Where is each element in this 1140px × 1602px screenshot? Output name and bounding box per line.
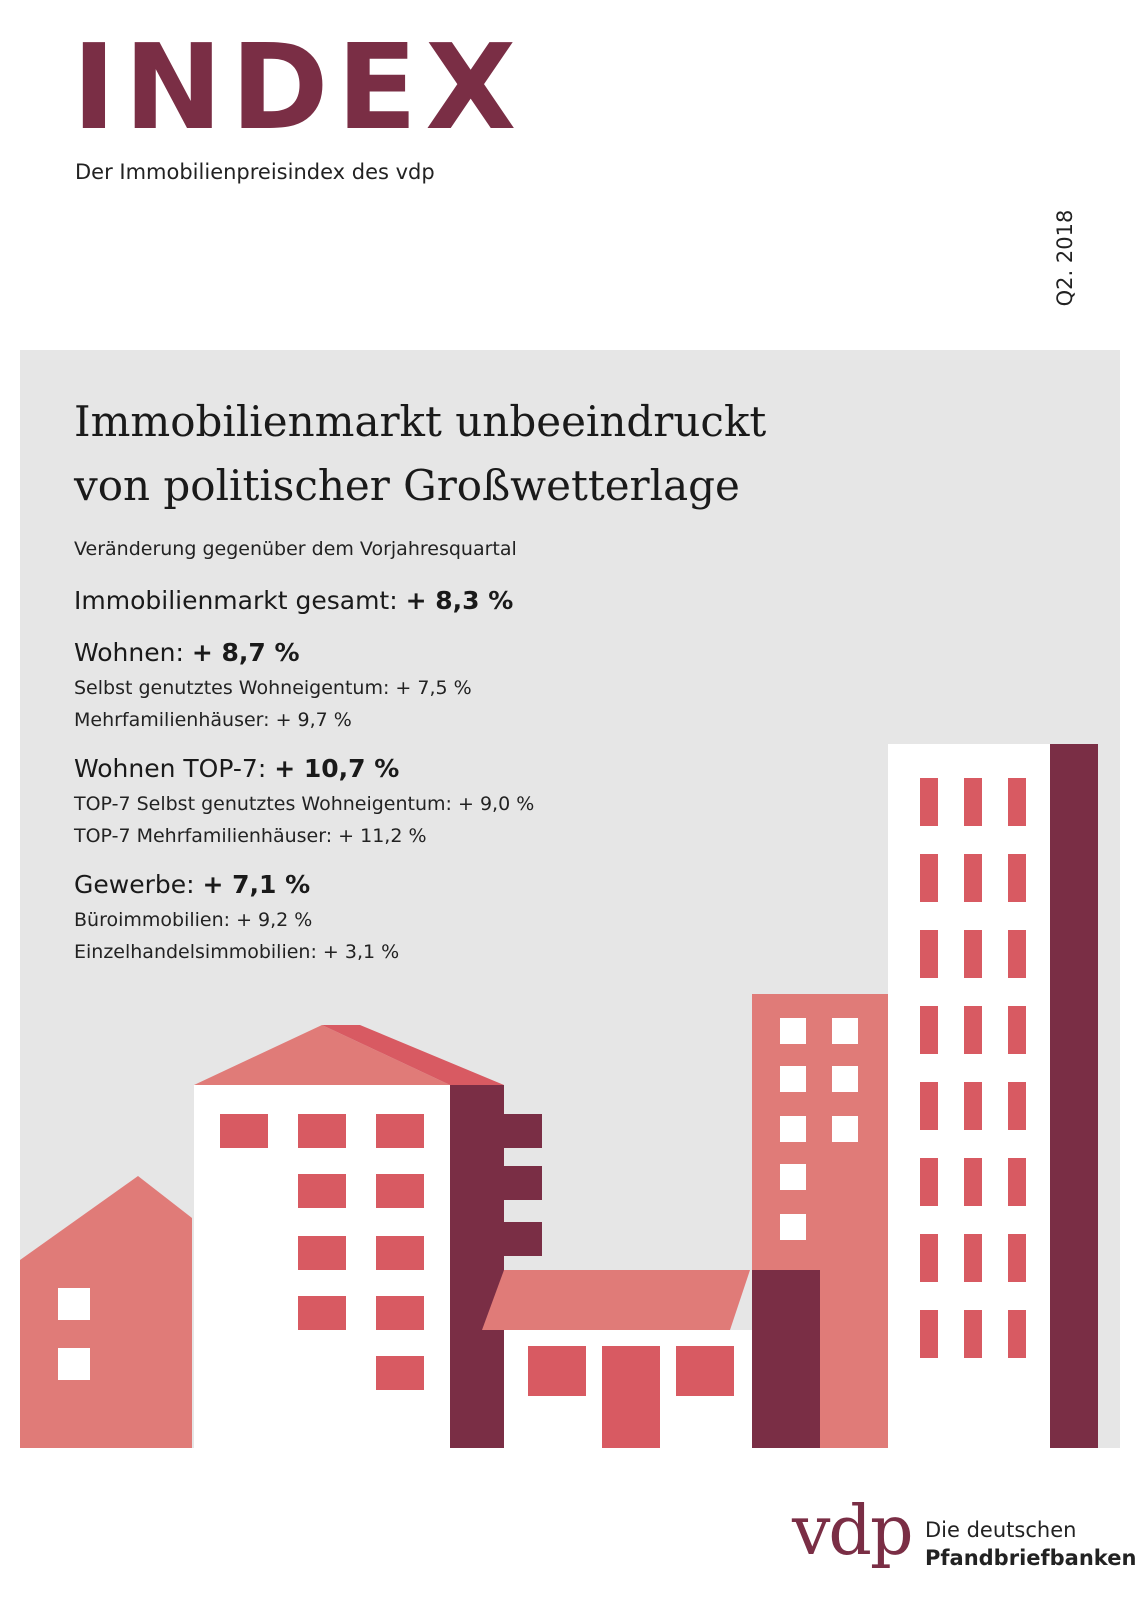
stat-top7-sub-2: TOP-7 Mehrfamilienhäuser: + 11,2 % bbox=[74, 825, 427, 847]
stat-top7-label: Wohnen TOP-7: bbox=[74, 754, 267, 783]
stat-gewerbe-sub-2: Einzelhandelsimmobilien: + 3,1 % bbox=[74, 941, 400, 963]
midrise-building-illustration bbox=[752, 994, 888, 1448]
stats-list: Immobilienmarkt gesamt: + 8,3 % Wohnen: … bbox=[74, 582, 534, 982]
logo-tagline-2: Pfandbriefbanken bbox=[925, 1546, 1137, 1570]
stat-gewerbe: Gewerbe: + 7,1 % Büroimmobilien: + 9,2 %… bbox=[74, 866, 534, 968]
stat-wohnen-label: Wohnen: bbox=[74, 638, 184, 667]
stat-total-value: + 8,3 % bbox=[405, 586, 514, 615]
headline-line-2: von politischer Großwetterlage bbox=[74, 461, 740, 510]
headline: Immobilienmarkt unbeeindruckt von politi… bbox=[74, 390, 766, 518]
stat-total: Immobilienmarkt gesamt: + 8,3 % bbox=[74, 582, 534, 620]
stat-wohnen-value: + 8,7 % bbox=[191, 638, 300, 667]
stat-gewerbe-value: + 7,1 % bbox=[202, 870, 311, 899]
stat-gewerbe-sub-1: Büroimmobilien: + 9,2 % bbox=[74, 909, 313, 931]
stat-top7-sub-1: TOP-7 Selbst genutztes Wohneigentum: + 9… bbox=[74, 793, 535, 815]
stat-wohnen-sub-2: Mehrfamilienhäuser: + 9,7 % bbox=[74, 709, 352, 731]
vdp-logo-wordmark: vdp bbox=[792, 1492, 913, 1571]
intro-text: Veränderung gegenüber dem Vorjahresquart… bbox=[74, 538, 517, 560]
city-illustration bbox=[20, 744, 1098, 1448]
logo-tagline-1: Die deutschen bbox=[925, 1518, 1077, 1542]
small-house-illustration bbox=[20, 1176, 192, 1448]
headline-line-1: Immobilienmarkt unbeeindruckt bbox=[74, 397, 767, 446]
summary-panel: Immobilienmarkt unbeeindruckt von politi… bbox=[20, 350, 1120, 1448]
stat-top7: Wohnen TOP-7: + 10,7 % TOP-7 Selbst genu… bbox=[74, 750, 534, 852]
apartment-building-illustration bbox=[194, 1025, 542, 1448]
stat-gewerbe-label: Gewerbe: bbox=[74, 870, 195, 899]
index-title: INDEX bbox=[72, 18, 525, 156]
shop-building-illustration bbox=[482, 1270, 752, 1448]
stat-total-label: Immobilienmarkt gesamt: bbox=[74, 586, 398, 615]
stat-top7-value: + 10,7 % bbox=[274, 754, 400, 783]
stat-wohnen-sub-1: Selbst genutztes Wohneigentum: + 7,5 % bbox=[74, 677, 472, 699]
quarter-label: Q2. 2018 bbox=[1053, 209, 1077, 307]
tower-building-illustration bbox=[888, 744, 1098, 1448]
index-subtitle: Der Immobilienpreisindex des vdp bbox=[75, 160, 435, 184]
stat-wohnen: Wohnen: + 8,7 % Selbst genutztes Wohneig… bbox=[74, 634, 534, 736]
